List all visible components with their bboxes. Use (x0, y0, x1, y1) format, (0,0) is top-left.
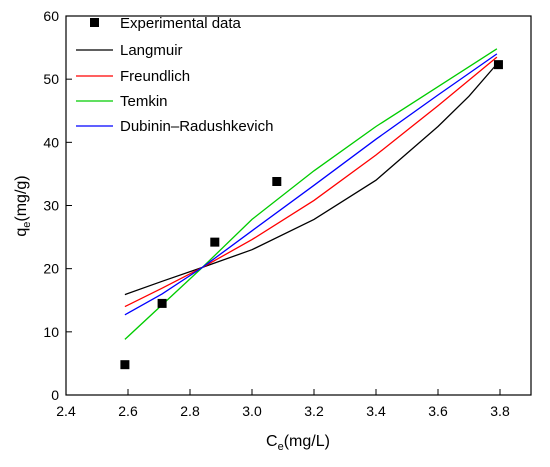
y-tick-label: 60 (43, 8, 59, 24)
x-axis-title-main: C (266, 433, 278, 450)
x-tick-label: 2.6 (118, 403, 138, 419)
y-axis-title: qe(mg/g) (13, 175, 33, 236)
x-tick-label: 3.6 (428, 403, 448, 419)
experimental-point (157, 298, 167, 308)
x-tick-label: 3.0 (242, 403, 262, 419)
x-tick-label: 3.4 (366, 403, 386, 419)
y-tick-label: 0 (51, 387, 59, 403)
experimental-point (272, 176, 282, 186)
y-tick-label: 30 (43, 198, 59, 214)
experimental-point (120, 360, 130, 370)
experimental-point (210, 237, 220, 247)
x-tick-label: 2.8 (180, 403, 200, 419)
legend-label-langmuir: Langmuir (120, 42, 183, 59)
y-tick-label: 10 (43, 324, 59, 340)
ticks: 2.4 2.6 2.8 3.0 3.2 3.4 3.6 3.8 0 10 20 30 40 50 60 (43, 8, 510, 419)
x-axis-title: Ce(mg/L) (266, 433, 330, 453)
x-tick-label: 3.8 (490, 403, 510, 419)
legend-label-temkin: Temkin (120, 93, 168, 110)
y-axis-title-rest: (mg/g) (13, 175, 30, 221)
series-line-freundlich (124, 56, 498, 308)
experimental-point (493, 60, 503, 70)
series-line-langmuir (124, 63, 498, 296)
x-axis-title-sub: e (278, 441, 284, 453)
x-tick-label: 3.2 (304, 403, 324, 419)
legend-label-dubinin-radushkevich: Dubinin–Radushkevich (120, 118, 273, 135)
plot-area (65, 15, 532, 396)
y-axis-title-sub: e (21, 222, 33, 228)
legend-label-freundlich: Freundlich (120, 68, 190, 85)
legend: Experimental data Langmuir Freundlich Te… (76, 15, 273, 135)
y-tick-label: 40 (43, 134, 59, 150)
legend-label-experimental: Experimental data (120, 15, 242, 32)
series-line-dubinin-radushkevich (124, 53, 498, 316)
y-tick-label: 20 (43, 261, 59, 277)
y-tick-label: 50 (43, 71, 59, 87)
y-axis-title-main: q (13, 228, 30, 237)
experimental-points (120, 60, 503, 370)
x-axis-title-rest: (mg/L) (284, 433, 330, 450)
series-lines (124, 48, 498, 340)
legend-marker-experimental (90, 18, 99, 27)
x-tick-label: 2.4 (56, 403, 76, 419)
